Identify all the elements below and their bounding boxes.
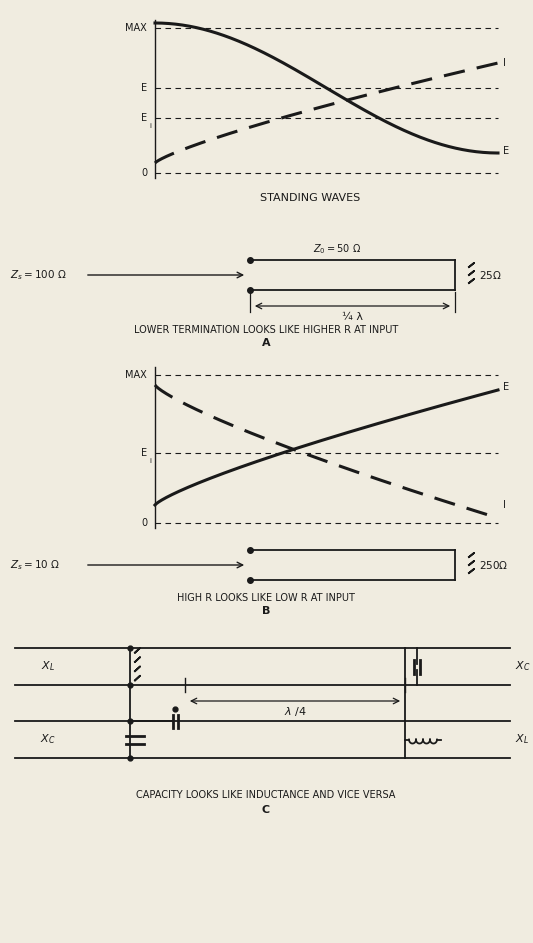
Text: $X_C$: $X_C$ [515,659,530,673]
Text: $\lambda\ /4$: $\lambda\ /4$ [284,705,306,719]
Text: 0: 0 [141,168,147,178]
Text: A: A [262,338,270,348]
Text: B: B [262,606,270,616]
Text: i: i [149,123,151,129]
Text: i: i [149,458,151,464]
Text: E: E [503,382,509,392]
Text: CAPACITY LOOKS LIKE INDUCTANCE AND VICE VERSA: CAPACITY LOOKS LIKE INDUCTANCE AND VICE … [136,790,395,800]
Text: $X_L$: $X_L$ [41,659,55,673]
Text: E: E [141,83,147,93]
Text: $X_C$: $X_C$ [41,733,56,747]
Text: STANDING WAVES: STANDING WAVES [260,193,360,203]
Text: I: I [503,500,506,510]
Text: MAX: MAX [125,370,147,380]
Text: $250\Omega$: $250\Omega$ [479,559,508,571]
Text: 0: 0 [141,518,147,528]
Text: MAX: MAX [125,23,147,33]
Text: $25\Omega$: $25\Omega$ [479,269,502,281]
Text: ¼ λ: ¼ λ [342,312,362,322]
Text: $Z_s =10\ \Omega$: $Z_s =10\ \Omega$ [10,558,60,571]
Text: E: E [141,448,147,458]
Text: I: I [503,58,506,68]
Text: $Z_s =100\ \Omega$: $Z_s =100\ \Omega$ [10,268,67,282]
Text: HIGH R LOOKS LIKE LOW R AT INPUT: HIGH R LOOKS LIKE LOW R AT INPUT [177,593,355,603]
Text: $Z_0=50\ \Omega$: $Z_0=50\ \Omega$ [313,242,361,256]
Text: C: C [262,805,270,815]
Text: E: E [141,113,147,123]
Text: LOWER TERMINATION LOOKS LIKE HIGHER R AT INPUT: LOWER TERMINATION LOOKS LIKE HIGHER R AT… [134,325,398,335]
Text: $X_L$: $X_L$ [515,733,529,747]
Text: E: E [503,146,509,156]
